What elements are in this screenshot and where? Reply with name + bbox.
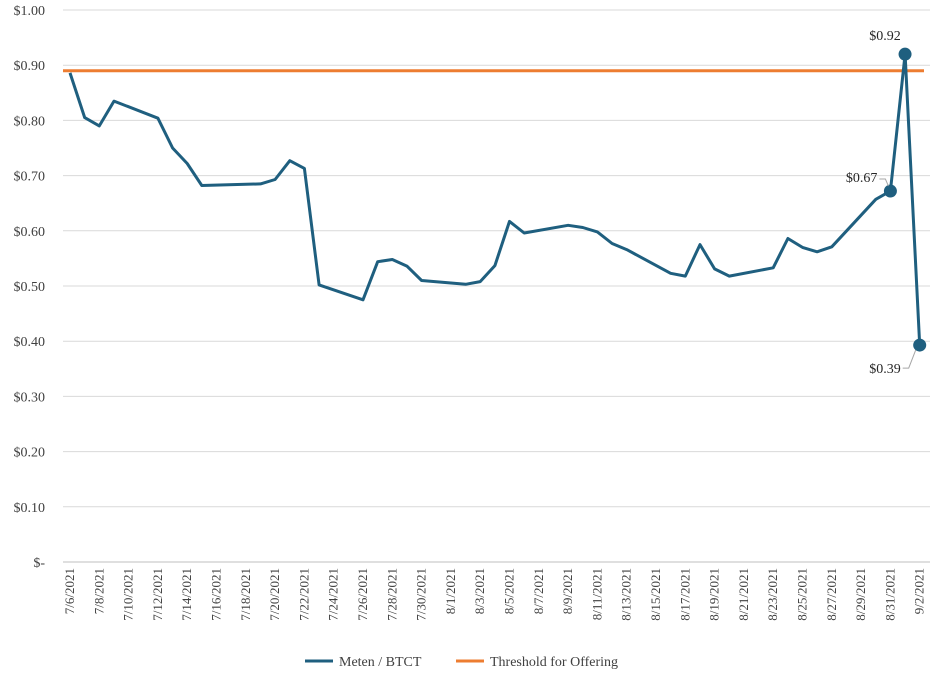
x-tick-label: 8/17/2021 (677, 568, 692, 621)
x-tick-label: 8/21/2021 (736, 568, 751, 621)
data-point-marker (898, 47, 912, 61)
series-lines (63, 52, 924, 346)
leader-line (879, 178, 889, 187)
x-tick-label: 8/23/2021 (765, 568, 780, 621)
x-tick-label: 7/10/2021 (121, 568, 136, 621)
x-tick-label: 8/29/2021 (853, 568, 868, 621)
x-tick-label: 8/25/2021 (795, 568, 810, 621)
x-tick-label: 8/27/2021 (824, 568, 839, 621)
x-tick-label: 8/13/2021 (619, 568, 634, 621)
legend-label-meten: Meten / BTCT (339, 655, 422, 670)
y-tick-label: $0.90 (14, 59, 46, 74)
series-line-meten (68, 52, 922, 346)
x-tick-label: 8/11/2021 (589, 568, 604, 620)
x-tick-label: 8/1/2021 (443, 568, 458, 614)
y-tick-label: $0.80 (14, 114, 46, 129)
y-tick-label: $- (33, 556, 45, 571)
legend: Meten / BTCT Threshold for Offering (305, 655, 618, 670)
x-tick-label: 7/6/2021 (62, 568, 77, 614)
y-tick-label: $0.20 (14, 446, 46, 461)
y-tick-label: $0.50 (14, 280, 46, 295)
gridlines (63, 9, 930, 563)
legend-label-threshold: Threshold for Offering (490, 655, 618, 670)
x-tick-label: 7/16/2021 (209, 568, 224, 621)
data-label: $0.67 (846, 171, 878, 186)
x-tick-label: 7/8/2021 (91, 568, 106, 614)
x-tick-label: 8/31/2021 (882, 568, 897, 621)
y-axis: $1.00 $0.90 $0.80 $0.70 $0.60 $0.50 $0.40 $0.30… (14, 4, 46, 571)
x-axis: 7/6/2021 7/8/2021 7/10/2021 7/12/2021 7/14/2… (62, 568, 927, 621)
y-tick-label: $0.70 (14, 170, 46, 185)
y-tick-label: $0.30 (14, 390, 46, 405)
x-tick-label: 8/15/2021 (648, 568, 663, 621)
x-tick-label: 7/22/2021 (296, 568, 311, 621)
y-tick-label: $0.60 (14, 225, 46, 240)
x-tick-label: 7/20/2021 (267, 568, 282, 621)
x-tick-label: 7/30/2021 (414, 568, 429, 621)
y-tick-label: $0.10 (14, 501, 46, 516)
y-tick-label: $0.40 (14, 335, 46, 350)
data-label: $0.92 (869, 29, 901, 44)
data-point-marker (913, 338, 927, 352)
x-tick-label: 7/18/2021 (238, 568, 253, 621)
x-tick-label: 7/26/2021 (355, 568, 370, 621)
x-tick-label: 8/19/2021 (707, 568, 722, 621)
x-tick-label: 7/14/2021 (179, 568, 194, 621)
data-labels: $0.67 $0.92 $0.39 (846, 29, 927, 377)
x-tick-label: 8/5/2021 (502, 568, 517, 614)
x-tick-label: 9/2/2021 (912, 568, 927, 614)
data-label: $0.39 (869, 362, 901, 377)
x-tick-label: 7/24/2021 (326, 568, 341, 621)
data-point-marker (883, 184, 897, 198)
x-tick-label: 8/7/2021 (531, 568, 546, 614)
y-tick-label: $1.00 (14, 4, 46, 19)
x-tick-label: 7/28/2021 (384, 568, 399, 621)
leader-line (902, 349, 917, 369)
x-tick-label: 8/3/2021 (472, 568, 487, 614)
x-tick-label: 7/12/2021 (150, 568, 165, 621)
x-tick-label: 8/9/2021 (560, 568, 575, 614)
